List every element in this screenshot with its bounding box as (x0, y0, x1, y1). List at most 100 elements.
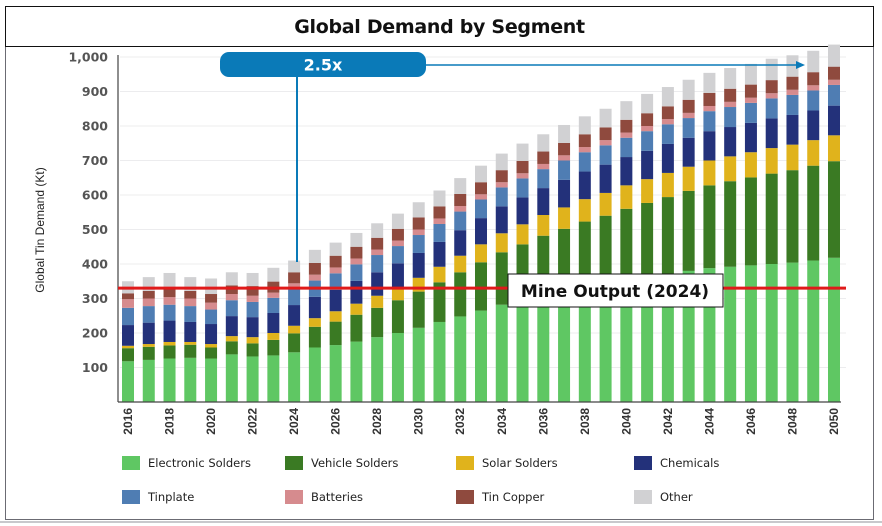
y-axis-ticks: 100 200 300 400 500 600 700 800 900 1,000 (68, 50, 108, 376)
bar-segment-batteries (205, 302, 218, 310)
bar-segment-vehicle-solders (454, 272, 467, 317)
legend-swatch (285, 490, 303, 504)
bar-segment-tinplate (703, 111, 716, 132)
bar-segment-chemicals (350, 280, 363, 304)
bar-segment-batteries (744, 97, 757, 103)
bar-segment-batteries (661, 119, 674, 125)
bar-segment-other (412, 202, 425, 218)
growth-callout-box (220, 52, 426, 77)
bar-segment-electronic-solders (225, 354, 238, 402)
bar-segment-tin-copper (682, 99, 695, 113)
bar-segment-tinplate (807, 90, 820, 111)
y-tick-label: 900 (82, 84, 108, 99)
bar-segment-solar-solders (350, 303, 363, 315)
legend-label: Tinplate (147, 490, 194, 504)
bar-segment-other (495, 153, 508, 171)
y-tick-label: 800 (82, 119, 108, 134)
bar-segment-other (703, 72, 716, 93)
bar-segment-tinplate (205, 309, 218, 325)
y-tick-label: 500 (82, 222, 108, 237)
bar-segment-chemicals (682, 137, 695, 167)
bar-segment-electronic-solders (828, 257, 840, 402)
bar-segment-tinplate (267, 297, 280, 313)
bar-segment-other (516, 143, 529, 161)
bar-segment-vehicle-solders (641, 202, 654, 278)
bar-segment-solar-solders (578, 199, 591, 222)
bar-segment-tinplate (641, 131, 654, 151)
bar-segment-tin-copper (558, 142, 571, 156)
bar-segment-vehicle-solders (578, 221, 591, 287)
bar-segment-batteries (412, 229, 425, 236)
y-tick-label: 600 (82, 188, 108, 203)
bar-segment-solar-solders (558, 207, 571, 229)
x-tick-label: 2042 (661, 408, 675, 435)
bar-segment-solar-solders (267, 333, 280, 340)
legend-swatch (634, 456, 652, 470)
bar-segment-other (371, 223, 384, 238)
bar-segment-tinplate (516, 178, 529, 198)
bar-segment-chemicals (412, 252, 425, 278)
bar-segment-batteries (267, 292, 280, 298)
bar-segment-solar-solders (661, 172, 674, 198)
bar-segment-other (205, 278, 218, 295)
bar-segment-tin-copper (184, 290, 197, 299)
bar-segment-vehicle-solders (475, 262, 487, 311)
bar-segment-vehicle-solders (308, 326, 321, 348)
arrow-head-icon (796, 61, 805, 69)
bar-segment-tinplate (412, 235, 425, 253)
bar-segment-electronic-solders (454, 316, 467, 402)
chart-title-box: Global Demand by Segment (5, 6, 874, 47)
bar-segment-chemicals (142, 322, 155, 345)
bar-segment-batteries (122, 299, 134, 308)
bars (122, 44, 840, 402)
legend-label: Solar Solders (482, 456, 558, 470)
bar-segment-electronic-solders (495, 304, 508, 402)
bar-segment-solar-solders (163, 341, 176, 346)
bar-segment-electronic-solders (786, 262, 799, 402)
bar-segment-solar-solders (391, 287, 404, 301)
bar-segment-other (163, 272, 176, 289)
bar-segment-batteries (682, 112, 695, 119)
y-tick-label: 700 (82, 153, 108, 168)
bar-segment-tinplate (225, 300, 238, 317)
bar-segment-tin-copper (163, 288, 176, 298)
bar-segment-tinplate (246, 301, 259, 318)
bar-segment-tin-copper (412, 217, 425, 230)
growth-callout-label: 2.5x (304, 56, 343, 75)
bar-segment-tinplate (578, 152, 591, 172)
bar-segment-other (682, 79, 695, 100)
bar-segment-batteries (329, 267, 342, 274)
bar-segment-vehicle-solders (765, 173, 778, 264)
bar-segment-tinplate (661, 124, 674, 144)
bar-segment-vehicle-solders (786, 170, 799, 263)
bar-segment-tinplate (350, 264, 363, 281)
x-tick-label: 2040 (619, 408, 633, 435)
bar-segment-tin-copper (288, 272, 301, 284)
bar-segment-solar-solders (786, 144, 799, 171)
x-tick-label: 2022 (246, 408, 260, 435)
bar-segment-electronic-solders (246, 356, 259, 402)
bar-segment-other (661, 87, 674, 107)
bar-segment-solar-solders (475, 244, 487, 263)
bar-segment-other (433, 190, 446, 207)
bar-segment-other (475, 165, 487, 183)
bar-segment-electronic-solders (329, 345, 342, 402)
bar-segment-solar-solders (308, 318, 321, 327)
bar-segment-vehicle-solders (724, 181, 737, 267)
bar-segment-other (641, 93, 654, 114)
bar-segment-chemicals (744, 122, 757, 153)
bar-segment-vehicle-solders (828, 161, 840, 258)
x-tick-label: 2030 (412, 408, 426, 435)
mine-output-annotation: Mine Output (2024) (118, 273, 846, 308)
bar-segment-tin-copper (641, 113, 654, 126)
bar-segment-electronic-solders (308, 347, 321, 402)
bar-segment-other (391, 213, 404, 229)
bar-segment-tin-copper (308, 262, 321, 275)
bar-segment-vehicle-solders (433, 282, 446, 322)
bar-segment-vehicle-solders (288, 333, 301, 353)
bar-segment-chemicals (371, 272, 384, 296)
bar-segment-other (267, 267, 280, 282)
bar-segment-electronic-solders (807, 260, 820, 402)
bar-segment-vehicle-solders (350, 314, 363, 342)
bar-segment-other (620, 101, 633, 120)
